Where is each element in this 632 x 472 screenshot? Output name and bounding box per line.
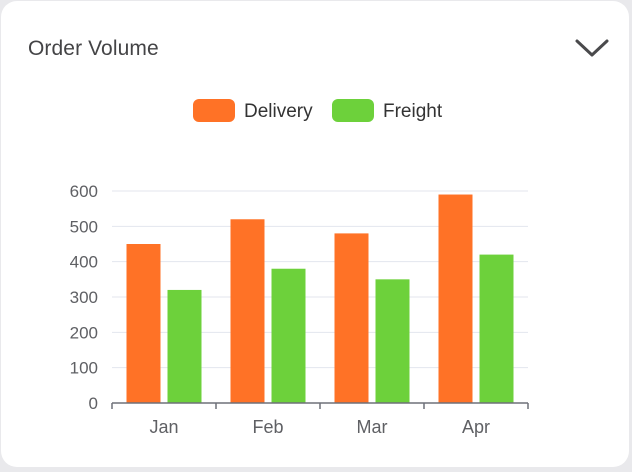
x-tick-label: Jan: [149, 417, 178, 437]
bar-freight-mar[interactable]: [375, 279, 410, 403]
legend-swatch-delivery[interactable]: [193, 99, 235, 122]
card-header: Order Volume: [1, 1, 629, 97]
y-tick-label: 400: [70, 253, 98, 272]
y-tick-label: 0: [89, 394, 98, 413]
y-axis: 0 100 200 300 400 500 600: [70, 182, 98, 413]
bars: [126, 194, 514, 403]
x-axis: Jan Feb Mar Apr: [111, 402, 529, 437]
legend-label-freight[interactable]: Freight: [383, 101, 443, 122]
bar-delivery-apr[interactable]: [438, 194, 473, 403]
y-tick-label: 300: [70, 288, 98, 307]
legend-label-delivery[interactable]: Delivery: [244, 101, 313, 122]
legend: Delivery Freight: [193, 99, 443, 122]
bar-delivery-jan[interactable]: [126, 244, 161, 403]
bar-freight-apr[interactable]: [479, 254, 514, 403]
y-tick-label: 100: [70, 359, 98, 378]
legend-swatch-freight[interactable]: [332, 99, 374, 122]
chevron-down-icon[interactable]: [573, 33, 611, 63]
card-title: Order Volume: [28, 37, 159, 60]
y-tick-label: 200: [70, 323, 98, 342]
chart-svg: Delivery Freight 0 100 200 300 400 500 600 Jan F…: [70, 99, 529, 437]
x-tick-label: Mar: [357, 417, 388, 437]
y-tick-label: 600: [70, 182, 98, 201]
bar-freight-jan[interactable]: [167, 289, 202, 403]
bar-delivery-mar[interactable]: [334, 233, 369, 403]
x-tick-label: Feb: [252, 417, 283, 437]
order-volume-chart: Delivery Freight 0 100 200 300 400 500 600 Jan F…: [1, 81, 629, 467]
x-tick-label: Apr: [462, 417, 490, 437]
bar-freight-feb[interactable]: [271, 268, 306, 403]
bar-delivery-feb[interactable]: [230, 219, 265, 403]
y-tick-label: 500: [70, 217, 98, 236]
